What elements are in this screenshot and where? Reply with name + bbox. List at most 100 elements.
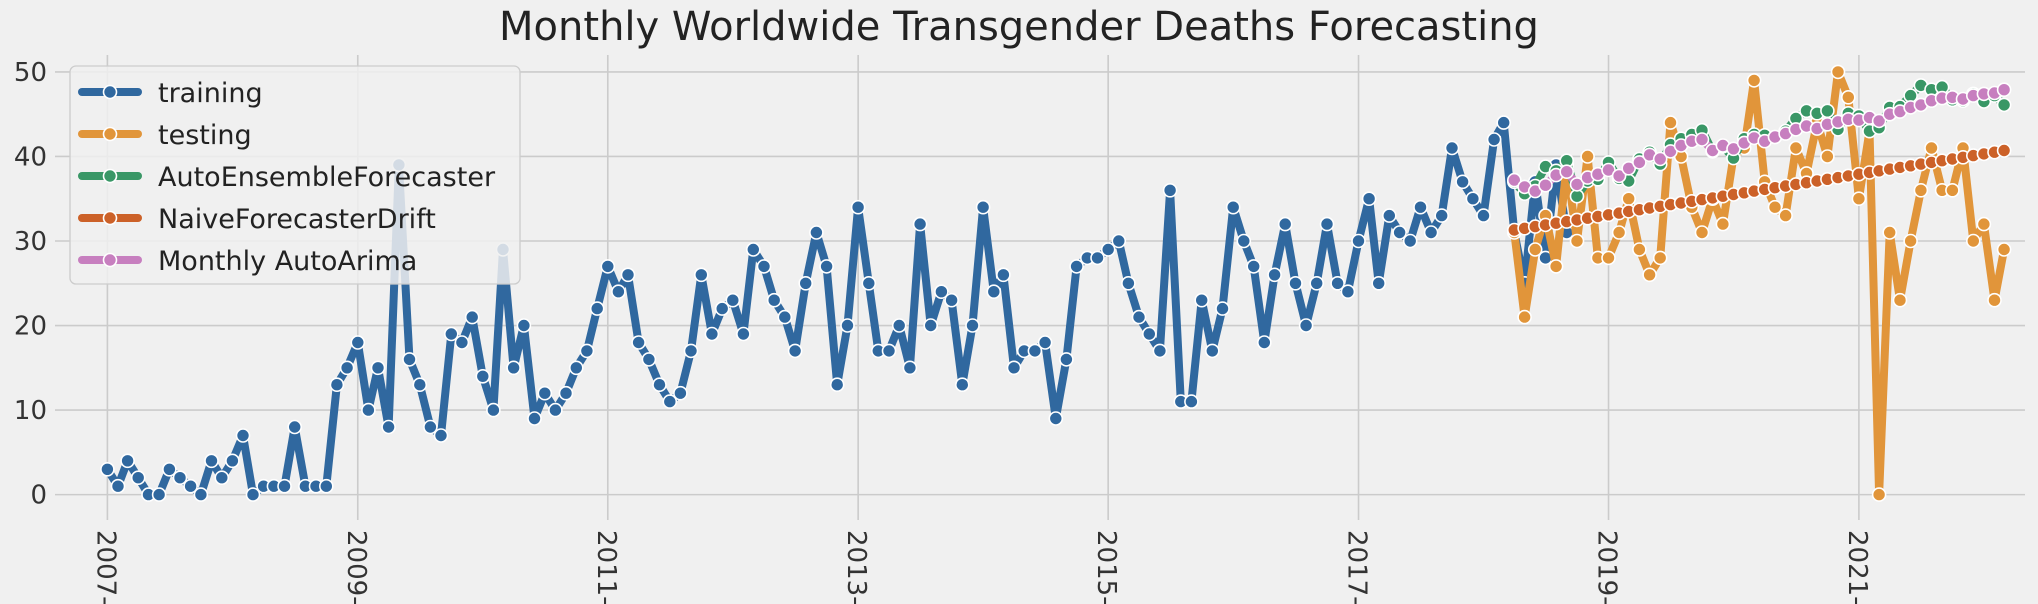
y-tick-label: 10	[14, 396, 47, 426]
data-point	[1527, 242, 1543, 257]
data-point	[1371, 275, 1386, 291]
data-point	[1580, 149, 1595, 164]
data-point	[1205, 343, 1220, 359]
y-tick-label: 30	[14, 227, 47, 257]
data-point	[1924, 140, 1939, 156]
data-point	[235, 428, 251, 443]
data-point	[589, 301, 605, 316]
chart-title: Monthly Worldwide Transgender Deaths For…	[499, 4, 1539, 50]
data-point	[1611, 168, 1627, 184]
data-point	[1569, 177, 1585, 192]
data-point	[579, 343, 595, 359]
data-point	[1996, 242, 2012, 257]
data-point	[1434, 208, 1449, 223]
y-tick-label: 20	[14, 312, 47, 342]
data-point	[1996, 97, 2012, 113]
data-point	[1903, 233, 1918, 249]
data-point	[1746, 73, 1762, 88]
x-tick-label: 2015-	[1091, 530, 1121, 604]
data-point	[100, 461, 115, 477]
data-point	[912, 216, 928, 232]
data-point	[934, 284, 949, 300]
data-point	[1465, 191, 1481, 206]
data-point	[537, 385, 553, 401]
data-point	[162, 461, 177, 477]
data-point	[1361, 191, 1377, 206]
data-point	[1413, 199, 1428, 215]
data-point	[1423, 225, 1439, 240]
data-point	[840, 318, 855, 333]
data-point	[611, 284, 626, 300]
data-point	[673, 385, 688, 401]
series-layer	[100, 64, 2012, 502]
data-point	[1309, 275, 1324, 291]
data-point	[516, 318, 532, 333]
data-point	[725, 292, 741, 308]
data-point	[318, 478, 334, 494]
data-point	[798, 275, 814, 291]
data-point	[620, 267, 636, 283]
data-point	[631, 335, 646, 350]
data-point	[1152, 343, 1168, 359]
legend: training testing AutoEnsembleForecaster Nai…	[69, 65, 521, 285]
data-point	[454, 335, 470, 350]
data-point	[1037, 335, 1053, 350]
data-point	[1820, 103, 1835, 119]
data-point	[1871, 487, 1887, 502]
data-point	[1632, 242, 1647, 257]
data-point	[1402, 233, 1418, 249]
data-point	[1507, 172, 1522, 188]
data-point	[714, 301, 730, 316]
data-point	[986, 284, 1002, 300]
data-point	[756, 259, 772, 274]
data-point	[829, 377, 845, 393]
legend-box	[69, 65, 521, 285]
data-point	[464, 309, 480, 325]
data-point	[1517, 309, 1532, 325]
data-point	[1851, 191, 1867, 206]
data-point	[902, 360, 918, 376]
data-point	[527, 411, 542, 426]
data-point	[1663, 115, 1678, 130]
data-point	[1538, 177, 1553, 193]
data-point	[151, 487, 167, 502]
y-tick-label: 0	[30, 481, 47, 511]
x-tick-label: 2021-	[1842, 530, 1872, 604]
data-point	[1496, 115, 1511, 130]
x-tick-label: 2007-	[90, 530, 120, 604]
data-point	[225, 453, 240, 469]
x-tick-label: 2011-	[591, 530, 621, 604]
data-point	[1090, 250, 1105, 266]
data-point	[1642, 267, 1657, 283]
data-point	[1830, 64, 1846, 80]
data-point	[1996, 82, 2012, 97]
data-point	[923, 318, 939, 333]
data-point	[1601, 250, 1616, 266]
data-point	[766, 292, 782, 308]
data-point	[433, 428, 449, 443]
data-point	[1121, 275, 1136, 291]
legend-marker	[102, 126, 118, 142]
data-point	[204, 453, 219, 469]
data-point	[1841, 90, 1856, 105]
data-point	[110, 478, 126, 494]
data-point	[1559, 164, 1574, 179]
legend-label: Monthly AutoArima	[158, 246, 417, 277]
data-point	[1257, 335, 1272, 350]
data-point	[881, 343, 897, 359]
data-point	[1111, 233, 1127, 249]
data-point	[1632, 155, 1647, 170]
data-point	[662, 394, 678, 409]
data-point	[809, 225, 824, 240]
y-tick-label: 50	[14, 58, 47, 88]
data-point	[1392, 225, 1407, 240]
data-point	[361, 402, 376, 418]
data-point	[486, 402, 501, 418]
series-4	[1507, 82, 2012, 199]
data-point	[1236, 233, 1252, 249]
data-point	[1100, 242, 1116, 257]
data-point	[1694, 225, 1710, 240]
data-point	[1778, 208, 1793, 223]
data-point	[172, 470, 188, 486]
data-point	[1871, 113, 1887, 129]
